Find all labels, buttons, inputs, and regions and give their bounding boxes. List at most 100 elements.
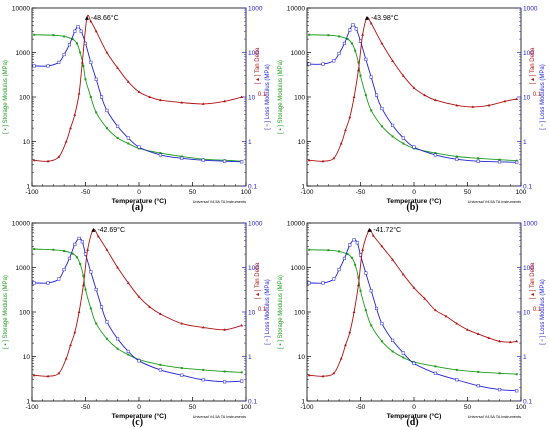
panel-caption: (a) bbox=[132, 202, 144, 213]
data-point-tan-delta bbox=[46, 374, 50, 378]
data-point-storage-modulus bbox=[71, 38, 74, 41]
data-point-storage-modulus bbox=[63, 35, 66, 38]
x-tick-label: 0 bbox=[412, 404, 416, 411]
data-point-loss-modulus bbox=[412, 361, 416, 365]
instrument-note: Universal V4.5A TA Instruments bbox=[468, 415, 521, 419]
data-point-tan-delta bbox=[57, 371, 61, 375]
data-point-tan-delta bbox=[321, 374, 325, 378]
data-point-storage-modulus bbox=[52, 34, 55, 37]
data-point-loss-modulus bbox=[476, 159, 480, 163]
data-point-tan-delta bbox=[69, 343, 72, 347]
data-point-loss-modulus bbox=[116, 337, 120, 341]
data-point-storage-modulus bbox=[159, 363, 162, 366]
data-point-tan-delta bbox=[81, 283, 85, 287]
y-right-tick-label: 10 bbox=[248, 310, 256, 317]
y-left-tick-label: 10000 bbox=[12, 221, 30, 228]
data-point-loss-modulus bbox=[380, 322, 384, 326]
data-point-storage-modulus bbox=[346, 38, 349, 41]
data-point-tan-delta bbox=[348, 330, 352, 334]
data-point-tan-delta bbox=[503, 99, 507, 103]
data-point-storage-modulus bbox=[202, 368, 205, 371]
x-tick-label: -100 bbox=[25, 404, 38, 411]
peak-marker bbox=[91, 227, 96, 232]
data-point-loss-modulus bbox=[126, 136, 130, 140]
data-point-tan-delta bbox=[471, 105, 475, 108]
data-point-tan-delta bbox=[94, 29, 98, 33]
y-right-tick-label: 1000 bbox=[248, 6, 263, 13]
data-point-loss-modulus bbox=[369, 289, 373, 293]
data-point-storage-modulus bbox=[82, 64, 85, 67]
chart-svg: 10000 1000 100 10 1 1000 100 10 1 0.1 -100 -50 0 50 10… bbox=[3, 221, 271, 429]
data-point-storage-modulus bbox=[223, 370, 226, 373]
y-left-tick-label: 100 bbox=[294, 95, 305, 102]
chart-panel-b: 10000 1000 100 10 1 1000 100 10 1 0.1 -100 -50 0 50 10… bbox=[275, 0, 550, 215]
data-point-loss-modulus bbox=[369, 75, 373, 79]
data-point-tan-delta bbox=[64, 357, 68, 360]
data-point-loss-modulus bbox=[476, 384, 480, 388]
data-point-storage-modulus bbox=[515, 373, 518, 376]
x-tick-label: 100 bbox=[241, 404, 252, 411]
data-point-loss-modulus bbox=[67, 256, 72, 260]
data-point-tan-delta bbox=[57, 155, 61, 158]
data-point-loss-modulus bbox=[354, 27, 358, 31]
data-point-tan-delta bbox=[80, 60, 84, 64]
x-tick-label: -100 bbox=[300, 189, 313, 196]
data-point-tan-delta bbox=[412, 286, 416, 289]
x-tick-label: -50 bbox=[81, 404, 91, 411]
peak-temperature-label: -43.98°C bbox=[371, 14, 399, 22]
data-point-tan-delta bbox=[455, 103, 459, 107]
peak-marker bbox=[364, 15, 369, 20]
data-point-tan-delta bbox=[77, 91, 81, 95]
data-point-tan-delta bbox=[116, 266, 119, 269]
chart-panel-c: 10000 1000 100 10 1 1000 100 10 1 0.1 -100 -50 0 50 10… bbox=[0, 215, 275, 430]
data-point-tan-delta bbox=[89, 19, 93, 23]
data-point-tan-delta bbox=[201, 325, 205, 329]
data-point-loss-modulus bbox=[498, 388, 502, 392]
data-point-storage-modulus bbox=[116, 136, 119, 139]
data-point-storage-modulus bbox=[327, 249, 330, 252]
data-point-loss-modulus bbox=[77, 236, 81, 240]
plot-frame bbox=[306, 222, 522, 402]
data-point-tan-delta bbox=[444, 314, 448, 318]
data-point-tan-delta bbox=[391, 59, 394, 62]
y-left-tick-label: 10 bbox=[23, 354, 31, 361]
peak-temperature-label: -41.72°C bbox=[373, 226, 401, 234]
data-point-loss-modulus bbox=[32, 281, 36, 285]
data-point-loss-modulus bbox=[180, 156, 184, 160]
y-left-tick-label: 10 bbox=[23, 139, 31, 146]
x-tick-label: -50 bbox=[356, 404, 366, 411]
y-right-tick-label: 1 bbox=[248, 354, 252, 361]
data-point-tan-delta bbox=[487, 336, 491, 340]
data-point-loss-modulus bbox=[158, 153, 162, 157]
data-point-storage-modulus bbox=[33, 248, 36, 251]
y-left-axis-label: [ ▪ ] Storage Modulus (MPa) bbox=[3, 275, 9, 349]
data-point-loss-modulus bbox=[94, 287, 98, 292]
plot-frame bbox=[31, 222, 247, 402]
x-tick-label: -50 bbox=[356, 189, 366, 196]
data-point-storage-modulus bbox=[370, 324, 373, 327]
data-point-loss-modulus bbox=[342, 41, 347, 45]
data-point-tan-delta bbox=[515, 97, 519, 101]
data-point-storage-modulus bbox=[95, 322, 98, 325]
data-point-loss-modulus bbox=[62, 52, 66, 57]
data-point-loss-modulus bbox=[79, 29, 83, 33]
data-point-tan-delta bbox=[466, 328, 469, 331]
data-point-storage-modulus bbox=[84, 288, 87, 291]
data-point-loss-modulus bbox=[137, 359, 141, 363]
y-right-loss-axis-label: [ ▫ ] Loss Modulus (MPa) bbox=[265, 279, 271, 344]
data-point-loss-modulus bbox=[332, 277, 336, 281]
y-right-tick-label: 1 bbox=[523, 354, 527, 361]
x-axis-label: Temperature (°C) bbox=[112, 412, 167, 420]
y-left-tick-label: 1000 bbox=[16, 50, 31, 57]
peak-marker bbox=[367, 227, 372, 232]
data-point-storage-modulus bbox=[402, 356, 405, 359]
y-left-tick-label: 1000 bbox=[16, 265, 31, 272]
data-point-tan-delta bbox=[401, 74, 405, 77]
data-point-storage-modulus bbox=[116, 347, 119, 350]
data-point-tan-delta bbox=[348, 115, 352, 119]
data-point-loss-modulus bbox=[351, 23, 355, 27]
data-point-tan-delta bbox=[344, 128, 347, 132]
y-right-tick-label: 100 bbox=[523, 265, 534, 272]
data-point-tan-delta bbox=[423, 93, 427, 97]
data-point-loss-modulus bbox=[412, 145, 416, 149]
